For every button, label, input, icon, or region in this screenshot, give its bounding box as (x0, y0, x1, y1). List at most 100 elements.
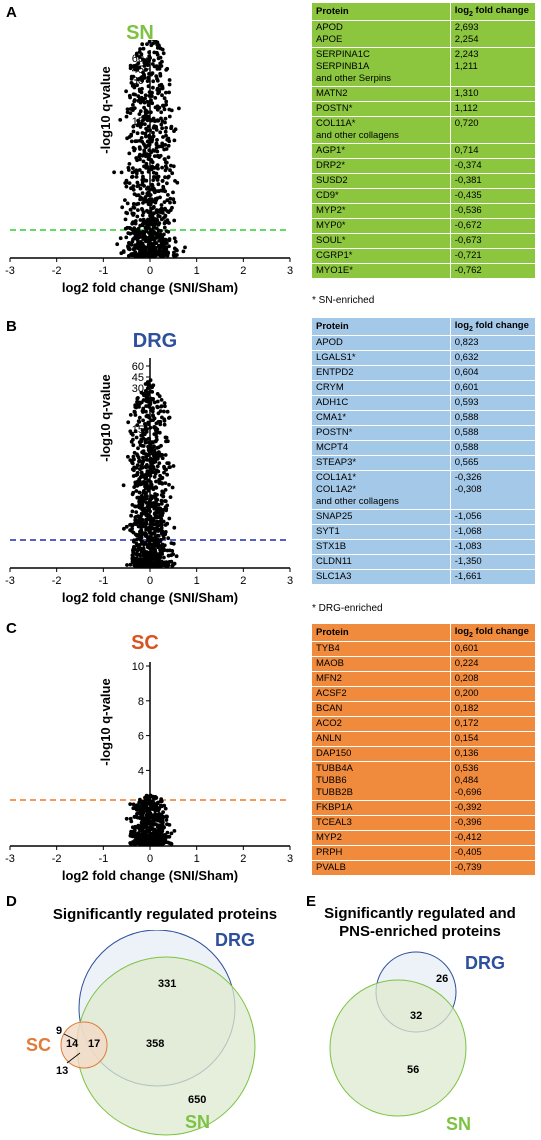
data-point (131, 443, 136, 448)
data-point (131, 205, 136, 210)
data-point (142, 60, 147, 65)
data-point (138, 109, 143, 114)
data-point (145, 139, 150, 144)
x-tick-label: -3 (5, 265, 15, 277)
data-point (138, 47, 143, 51)
venn-d-sc-label: SC (26, 1035, 52, 1055)
data-point (135, 472, 140, 477)
data-point (163, 206, 167, 211)
data-point (149, 139, 154, 144)
data-point (132, 465, 137, 470)
data-point (140, 433, 145, 437)
data-point (166, 229, 171, 234)
data-point (118, 118, 123, 122)
data-point (126, 454, 130, 459)
data-point (154, 439, 158, 444)
data-point (163, 116, 168, 121)
data-point (137, 112, 142, 116)
data-point (136, 533, 141, 537)
data-point (143, 550, 148, 554)
data-point (140, 153, 145, 158)
data-point (156, 182, 161, 187)
data-point (134, 836, 139, 841)
data-point (160, 86, 164, 91)
data-point (154, 795, 159, 800)
data-point (134, 435, 139, 440)
fold-change-value: -0,326 -0,308 (450, 470, 535, 510)
table-row: TCEAL3 -0,396 (312, 815, 535, 831)
fold-change-value: 0,720 (450, 116, 535, 144)
data-point (160, 165, 165, 170)
data-point (135, 547, 140, 552)
data-point (131, 490, 136, 495)
data-point (124, 114, 129, 119)
data-point (139, 533, 144, 537)
volcano-title-sc: SC (131, 632, 159, 654)
table-header-fold-change: log2 fold change (450, 3, 535, 21)
data-point (161, 51, 166, 56)
data-point (152, 175, 156, 179)
data-point (157, 105, 162, 110)
data-point (167, 516, 172, 521)
protein-name: MCPT4 (312, 440, 451, 456)
data-point (152, 829, 157, 833)
fold-change-value: -0,392 (450, 800, 535, 816)
data-point (158, 55, 163, 60)
data-point (163, 481, 168, 485)
data-point (141, 46, 146, 51)
data-point (151, 85, 155, 90)
data-point (140, 562, 145, 566)
data-point (127, 162, 132, 166)
data-point (126, 420, 131, 425)
data-point (159, 242, 164, 247)
fold-change-value: -1,661 (450, 569, 535, 585)
data-point (161, 246, 166, 251)
fold-change-value: 0,182 (450, 701, 535, 717)
data-point (163, 214, 168, 219)
protein-name: AGP1* (312, 143, 451, 159)
data-point (138, 553, 142, 558)
data-point (141, 410, 145, 414)
data-point (172, 525, 177, 530)
data-point (131, 166, 135, 170)
data-point (160, 829, 165, 834)
data-point (183, 245, 187, 250)
protein-name: TYB4 (312, 641, 451, 657)
data-point (150, 842, 155, 846)
table-note-sn: * SN-enriched (312, 295, 375, 306)
data-point (137, 477, 142, 481)
data-point (166, 561, 170, 566)
data-point (150, 184, 155, 188)
data-point (126, 245, 131, 250)
data-point (152, 188, 157, 193)
data-point (157, 430, 162, 435)
data-point (140, 191, 145, 196)
data-point (153, 822, 158, 827)
data-point (143, 476, 148, 481)
data-point (146, 390, 151, 395)
data-point (126, 254, 131, 258)
data-point (131, 437, 135, 442)
data-point (134, 51, 139, 56)
data-point (133, 235, 138, 240)
data-point (127, 151, 132, 156)
data-point (157, 519, 162, 524)
table-row: SOUL* -0,673 (312, 233, 535, 249)
table-row: MATN2 1,310 (312, 86, 535, 102)
data-point (133, 221, 138, 226)
table-row: SYT1 -1,068 (312, 524, 535, 540)
x-axis-label: log2 fold change (SNI/Sham) (62, 280, 238, 295)
data-point (156, 544, 161, 549)
data-point (137, 154, 142, 159)
data-point (132, 545, 136, 549)
data-point (168, 168, 172, 173)
data-point (118, 236, 123, 241)
data-point (138, 186, 143, 191)
venn-d-sn-label: SN (185, 1112, 211, 1132)
data-point (128, 802, 133, 806)
data-point (133, 250, 138, 255)
data-point (135, 184, 140, 189)
data-point (141, 451, 146, 456)
data-point (158, 563, 162, 567)
